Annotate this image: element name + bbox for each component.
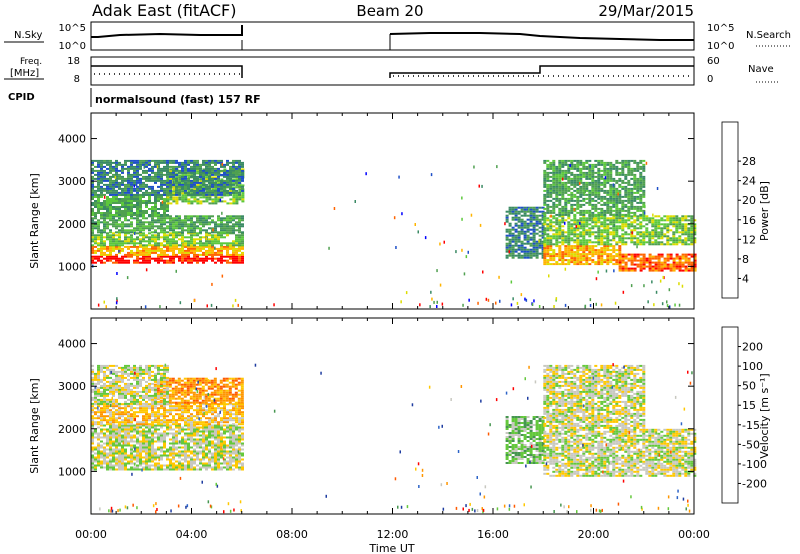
velocity-colorbar-tick-label-6: -100 xyxy=(742,458,767,471)
power-region-0 xyxy=(91,255,244,264)
power-ylabel: Slant Range [km] xyxy=(28,173,41,269)
power-region-7 xyxy=(505,206,545,259)
power-colorbar-label: Power [dB] xyxy=(758,181,771,241)
power-axes: 1000 2000 3000 4000 xyxy=(58,113,695,309)
power-region-8 xyxy=(543,245,622,266)
nsky-label: N.Sky xyxy=(14,30,42,41)
power-ytick-label-2: 3000 xyxy=(58,175,86,188)
power-region-9 xyxy=(618,253,697,272)
nsky-steps xyxy=(90,34,391,50)
freq-tick-high: 18 xyxy=(67,56,80,67)
power-ytick-label-0: 1000 xyxy=(58,260,86,273)
freq-label-2: [MHz] xyxy=(10,68,39,79)
time-tick-label-6: 00:00 xyxy=(678,528,710,541)
power-region-10 xyxy=(543,215,697,246)
power-region-1 xyxy=(91,245,244,256)
velocity-region-6 xyxy=(543,364,646,429)
power-colorbar: 4 8 12 16 20 24 28 xyxy=(721,121,756,299)
nsearch-label: N.Search xyxy=(746,30,791,41)
power-colorbar-tick-label-3: 16 xyxy=(742,214,756,227)
nave-trace xyxy=(94,73,690,77)
cpid-value: normalsound (fast) 157 RF xyxy=(95,93,261,106)
time-tick-label-5: 20:00 xyxy=(578,528,610,541)
velocity-colorbar-frame xyxy=(721,326,739,504)
velocity-panel: 1000 2000 3000 4000 Slant Range [km] 200 100… xyxy=(28,317,771,515)
velocity-ylabel: Slant Range [km] xyxy=(28,378,41,474)
velocity-axes: 1000 2000 3000 4000 xyxy=(58,318,695,514)
power-region-2 xyxy=(91,232,244,247)
velocity-region-3 xyxy=(91,364,169,405)
power-region-4 xyxy=(91,194,169,216)
power-colorbar-frame xyxy=(721,121,739,299)
velocity-speckles xyxy=(94,363,693,514)
count-tick-high-left: 10^5 xyxy=(59,23,86,34)
nsky-trace xyxy=(91,25,694,41)
power-colorbar-tick-label-5: 24 xyxy=(742,175,756,188)
count-tick-high-right: 10^5 xyxy=(707,23,734,34)
power-colorbar-tick-label-1: 8 xyxy=(742,253,749,266)
time-tick-label-2: 08:00 xyxy=(276,528,308,541)
power-colorbar-tick-label-0: 4 xyxy=(742,272,749,285)
velocity-region-1 xyxy=(91,403,244,426)
velocity-cells xyxy=(91,363,697,514)
power-cells xyxy=(91,159,697,309)
velocity-colorbar-tick-label-4: -15 xyxy=(742,419,760,432)
velocity-colorbar-tick-label-2: 50 xyxy=(742,380,756,393)
counts-frame xyxy=(90,21,695,51)
freq-label-1: Freq. xyxy=(20,57,42,67)
velocity-colorbar-label: Velocity [m s⁻¹] xyxy=(758,373,771,458)
velocity-ytick-label-2: 3000 xyxy=(58,380,86,393)
time-tick-label-0: 00:00 xyxy=(75,528,107,541)
count-tick-low-right: 10^0 xyxy=(707,41,734,52)
power-region-11 xyxy=(543,159,646,216)
counts-panel: N.Sky 10^5 10^0 10^5 10^0 N.Search xyxy=(4,21,792,52)
power-colorbar-tick-label-6: 28 xyxy=(742,155,756,168)
nave-tick-low: 0 xyxy=(707,74,713,85)
power-ytick-label-3: 4000 xyxy=(58,133,86,146)
power-region-6 xyxy=(91,159,244,196)
velocity-colorbar-tick-label-0: 200 xyxy=(742,341,763,354)
velocity-region-0 xyxy=(91,424,244,471)
cpid-label: CPID xyxy=(8,92,35,103)
nave-label: Nave xyxy=(748,64,774,75)
power-ytick-label-1: 2000 xyxy=(58,218,86,231)
power-panel: 1000 2000 3000 4000 Slant Range [km] 4 8 12 16… xyxy=(28,112,771,310)
time-tick-label-1: 04:00 xyxy=(176,528,208,541)
velocity-colorbar: 200 100 50 15 -15 -50 -100 -200 xyxy=(721,326,767,504)
figure-title: Adak East (fitACF) xyxy=(92,1,236,20)
velocity-ytick-label-3: 4000 xyxy=(58,338,86,351)
beam-label: Beam 20 xyxy=(356,2,423,20)
velocity-ytick-label-0: 1000 xyxy=(58,465,86,478)
velocity-colorbar-tick-label-5: -50 xyxy=(742,438,760,451)
power-region-3 xyxy=(91,215,244,234)
time-tick-label-3: 12:00 xyxy=(377,528,409,541)
power-colorbar-tick-label-4: 20 xyxy=(742,194,756,207)
velocity-ytick-label-1: 2000 xyxy=(58,423,86,436)
freq-tick-low: 8 xyxy=(74,74,80,85)
freq-trace xyxy=(91,65,694,78)
velocity-region-5 xyxy=(543,428,697,477)
velocity-colorbar-tick-label-3: 15 xyxy=(742,399,756,412)
velocity-region-4 xyxy=(505,416,545,464)
power-speckles xyxy=(92,161,684,309)
time-axis: 00:00 04:00 08:00 12:00 16:00 20:00 00:00 xyxy=(75,528,710,541)
date-label: 29/Mar/2015 xyxy=(598,2,694,20)
power-colorbar-tick-label-2: 12 xyxy=(742,233,756,246)
velocity-colorbar-tick-label-7: -200 xyxy=(742,477,767,490)
freq-frame xyxy=(90,56,695,86)
time-tick-label-4: 16:00 xyxy=(477,528,509,541)
velocity-colorbar-tick-label-1: 100 xyxy=(742,360,763,373)
freq-panel: Freq. [MHz] 18 8 60 0 Nave xyxy=(4,56,778,86)
time-axis-label: Time UT xyxy=(368,542,414,554)
count-tick-low-left: 10^0 xyxy=(59,41,86,52)
nave-tick-high: 60 xyxy=(707,56,720,67)
